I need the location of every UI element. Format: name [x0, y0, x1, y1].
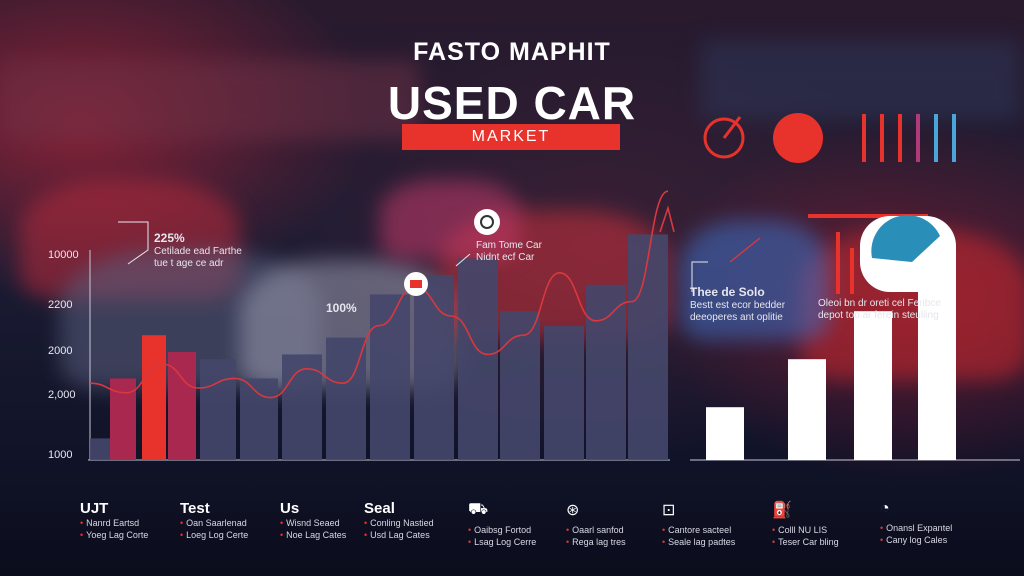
legend-title: UJT: [80, 500, 109, 517]
legend-text: • Nanrd Eartsd: [80, 518, 140, 528]
callout-arrow: [729, 237, 761, 263]
legend-text: • Noe Lag Cates: [280, 530, 347, 540]
legend-text: • Oaibsg Fortod: [468, 525, 532, 535]
bars-icon-stroke: [934, 114, 938, 162]
annotation-100: 100%: [326, 301, 357, 315]
y-tick-label: 10000: [48, 249, 79, 261]
steering-icon: ⊛: [566, 502, 580, 519]
legend-title: Test: [180, 500, 210, 517]
legend-item: UJT • Nanrd Eartsd • Yoeg Lag Corte: [80, 500, 190, 541]
brand-title: FASTO MAPHIT: [413, 38, 611, 66]
legend-text: • Seale lag padtes: [662, 537, 736, 547]
legend-text: • Yoeg Lag Corte: [80, 530, 149, 540]
legend-item: ⊡ • Cantore sacteel • Seale lag padtes: [662, 500, 772, 548]
bg-car: [0, 60, 420, 140]
legend-text: • Rega lag tres: [566, 537, 626, 547]
bar: [586, 284, 626, 460]
page-title: USED CAR: [387, 77, 637, 129]
white-bar: [706, 407, 744, 460]
bar: [240, 378, 278, 460]
white-bar: [788, 359, 826, 460]
annotation-fam-tome: Fam Tome Car Nidnt ecf Car: [476, 240, 542, 263]
legend-text: • Cany log Cales: [880, 535, 948, 545]
y-tick-label: 1000: [48, 449, 72, 461]
legend-text: • Oaarl sanfod: [566, 525, 624, 535]
bar: [142, 335, 166, 460]
callout-line: [691, 261, 708, 292]
callout-line: [118, 221, 149, 265]
bar: [168, 352, 196, 460]
bars-icon: [862, 114, 956, 162]
annotation-thee-de-solo: Thee de Solo Bestt est ecor bedder deeop…: [690, 285, 786, 323]
bar: [458, 258, 498, 460]
legend-text: • Colll NU LIS: [772, 525, 828, 535]
legend-text: • Oan Saarlenad: [180, 518, 247, 528]
bars-icon-stroke: [952, 114, 956, 162]
legend-item: ⛟ • Oaibsg Fortod • Lsag Log Cerre: [468, 500, 578, 548]
legend-text: • Lsag Log Cerre: [468, 537, 537, 547]
bar: [370, 294, 410, 460]
tag-icon: ⊡: [662, 502, 676, 519]
legend-item: Seal • Conling Nastied • Usd Lag Cates: [364, 500, 474, 541]
legend-item: ⊛ • Oaarl sanfod • Rega lag tres: [566, 500, 676, 548]
annotation-right: Oleoi bn dr oreti cel Feribce depot too …: [818, 298, 941, 321]
legend-title: Us: [280, 500, 300, 517]
bar: [282, 354, 322, 460]
legend-item: ◔ • Onansl Expantel • Cany log Cales: [880, 500, 990, 546]
gauge-icon: ◔: [880, 500, 890, 517]
y-tick-label: 2200: [48, 299, 72, 311]
bars-icon-stroke: [880, 114, 884, 162]
legend-text: • Usd Lag Cates: [364, 530, 430, 540]
bar: [414, 275, 454, 460]
legend-item: Test • Oan Saarlenad • Loeg Log Certe: [180, 500, 290, 541]
bg-car: [700, 40, 1020, 120]
bar: [90, 438, 110, 460]
bar: [500, 311, 540, 460]
bars-icon-stroke: [898, 114, 902, 162]
speedometer-icon: [703, 116, 745, 159]
legend-text: • Teser Car bling: [772, 537, 839, 547]
pie-icon: [773, 113, 823, 163]
bars-icon-stroke: [916, 114, 920, 162]
legend-title: Seal: [364, 500, 395, 517]
car-icon: ⛟: [468, 501, 489, 518]
fuel-icon: ⛽: [772, 502, 792, 519]
legend-text: • Onansl Expantel: [880, 523, 953, 533]
bar: [200, 359, 236, 460]
legend-text: • Wisnd Seaed: [280, 518, 340, 528]
legend-text: • Loeg Log Certe: [180, 530, 249, 540]
trend-arrow: [659, 205, 675, 233]
callout-arrow: [455, 253, 471, 267]
gauge-icon: [808, 214, 956, 294]
trend-line: [89, 190, 669, 399]
bar: [544, 325, 584, 460]
white-bar: [918, 258, 956, 460]
subtitle-banner: MARKET: [402, 124, 620, 150]
legend-item: ⛽ • Colll NU LIS • Teser Car bling: [772, 500, 882, 548]
legend-text: • Conling Nastied: [364, 518, 434, 528]
y-tick-label: 2,000: [48, 389, 76, 401]
pin-icon: [404, 272, 428, 296]
bars-icon-stroke: [862, 114, 866, 162]
y-tick-label: 2000: [48, 345, 72, 357]
legend-item: Us • Wisnd Seaed • Noe Lag Cates: [280, 500, 390, 541]
bg-car: [680, 220, 830, 340]
white-bar: [854, 311, 892, 460]
pin-icon: [474, 209, 500, 235]
annotation-225: 225% Cetilade ead Farthe tue t age ce ad…: [154, 231, 242, 269]
bar: [628, 234, 668, 460]
legend-text: • Cantore sacteel: [662, 525, 732, 535]
